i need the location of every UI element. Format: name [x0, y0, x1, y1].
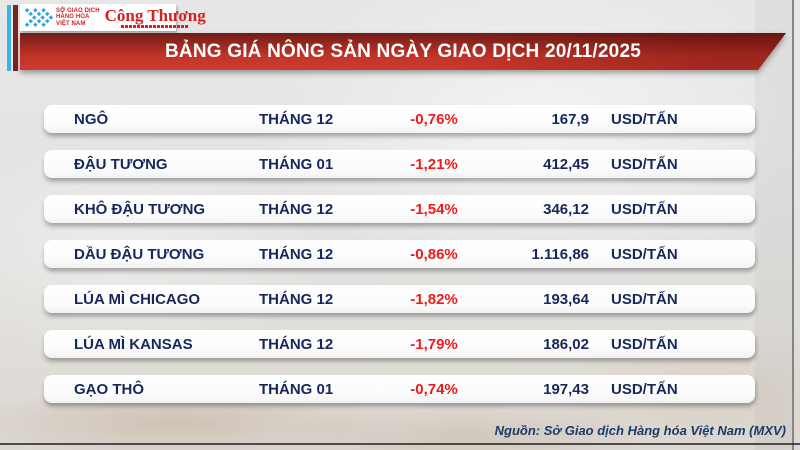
change-percent: -0,74% [410, 380, 458, 398]
table-row: GẠO THÔ THÁNG 01 -0,74% 197,43 USD/TẤN [44, 375, 755, 403]
right-border-line [792, 0, 794, 450]
table-row: ĐẬU TƯƠNG THÁNG 01 -1,21% 412,45 USD/TẤN [44, 150, 755, 178]
change-percent: -1,21% [410, 155, 458, 173]
accent-bar-maroon [13, 5, 18, 71]
contract-month: THÁNG 12 [259, 110, 334, 128]
commodity-name: LÚA MÌ CHICAGO [74, 290, 201, 308]
commodity-name: NGÔ [74, 110, 109, 128]
logo-box: SỞ GIAO DỊCH HÀNG HÓA VIỆT NAM Công Thươ… [20, 4, 206, 31]
congthuong-tagline [121, 25, 190, 28]
title-banner: BẢNG GIÁ NÔNG SẢN NGÀY GIAO DỊCH 20/11/2… [20, 33, 786, 70]
accent-bar-cyan [7, 5, 11, 71]
contract-month: THÁNG 12 [259, 245, 334, 263]
change-percent: -1,54% [410, 200, 458, 218]
page-title: BẢNG GIÁ NÔNG SẢN NGÀY GIAO DỊCH 20/11/2… [165, 40, 641, 62]
commodity-name: LÚA MÌ KANSAS [74, 335, 193, 353]
contract-month: THÁNG 12 [259, 200, 334, 218]
mxv-logo-line3: VIỆT NAM [56, 20, 86, 27]
price-value: 167,9 [551, 110, 589, 128]
commodity-name: GẠO THÔ [74, 380, 144, 398]
price-value: 197,43 [543, 380, 589, 398]
mxv-chevrons-icon [25, 7, 54, 28]
table-row: LÚA MÌ CHICAGO THÁNG 12 -1,82% 193,64 US… [44, 285, 755, 313]
contract-month: THÁNG 12 [259, 290, 334, 308]
table-row: DẦU ĐẬU TƯƠNG THÁNG 12 -0,86% 1.116,86 U… [44, 240, 755, 268]
price-value: 346,12 [543, 200, 589, 218]
price-value: 412,45 [543, 155, 589, 173]
change-percent: -1,79% [410, 335, 458, 353]
table-row: LÚA MÌ KANSAS THÁNG 12 -1,79% 186,02 USD… [44, 330, 755, 358]
table-row: KHÔ ĐẬU TƯƠNG THÁNG 12 -1,54% 346,12 USD… [44, 195, 755, 223]
right-background-strip [755, 0, 792, 450]
price-unit: USD/TẤN [611, 110, 678, 128]
price-unit: USD/TẤN [611, 290, 678, 308]
mxv-logo-line2: HÀNG HÓA [56, 14, 90, 21]
source-note: Nguồn: Sở Giao dịch Hàng hóa Việt Nam (M… [494, 423, 786, 438]
commodity-name: KHÔ ĐẬU TƯƠNG [74, 200, 206, 218]
contract-month: THÁNG 01 [259, 155, 334, 173]
mxv-logo-text: SỞ GIAO DỊCH HÀNG HÓA VIỆT NAM [56, 8, 100, 27]
price-unit: USD/TẤN [611, 380, 678, 398]
congthuong-logo-text: Công Thương [104, 6, 206, 25]
price-unit: USD/TẤN [611, 245, 678, 263]
bottom-border-line [0, 443, 800, 445]
price-value: 1.116,86 [531, 245, 589, 263]
contract-month: THÁNG 01 [259, 380, 334, 398]
price-unit: USD/TẤN [611, 200, 678, 218]
price-value: 186,02 [543, 335, 589, 353]
contract-month: THÁNG 12 [259, 335, 334, 353]
change-percent: -1,82% [410, 290, 458, 308]
congthuong-logo: Công Thương [105, 7, 206, 28]
change-percent: -0,86% [410, 245, 458, 263]
price-table: NGÔ THÁNG 12 -0,76% 167,9 USD/TẤN ĐẬU TƯ… [44, 105, 755, 403]
title-banner-shape: BẢNG GIÁ NÔNG SẢN NGÀY GIAO DỊCH 20/11/2… [20, 33, 786, 70]
mxv-logo-line1: SỞ GIAO DỊCH [56, 7, 100, 14]
commodity-name: DẦU ĐẬU TƯƠNG [74, 245, 205, 263]
table-row: NGÔ THÁNG 12 -0,76% 167,9 USD/TẤN [44, 105, 755, 133]
price-unit: USD/TẤN [611, 335, 678, 353]
change-percent: -0,76% [410, 110, 458, 128]
price-value: 193,64 [543, 290, 589, 308]
price-unit: USD/TẤN [611, 155, 678, 173]
commodity-name: ĐẬU TƯƠNG [74, 155, 168, 173]
